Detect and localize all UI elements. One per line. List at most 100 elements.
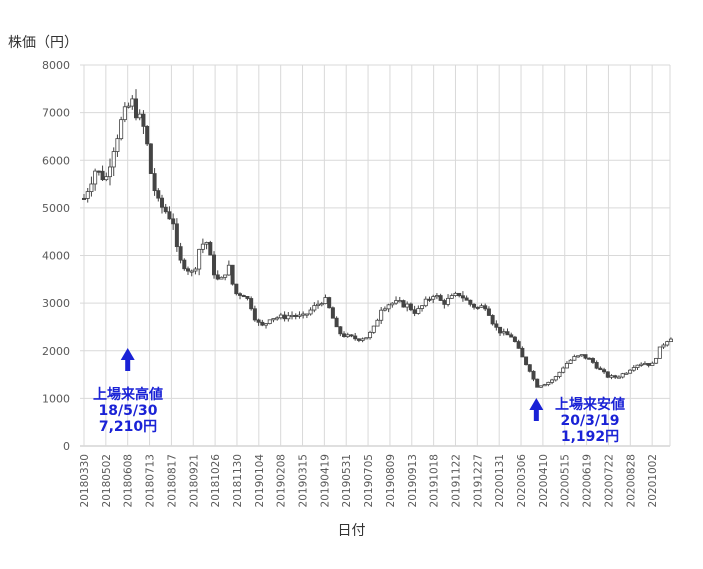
y-tick-label: 4000 [42, 250, 70, 263]
candle-body [100, 170, 105, 181]
candle-body [156, 190, 161, 199]
candle-body [171, 218, 176, 225]
candle-body [330, 307, 335, 319]
x-tick-label: 20200722 [603, 454, 615, 507]
annotation-arrow-shaft [125, 359, 131, 371]
candle-body [349, 334, 354, 337]
candle-body [646, 363, 651, 366]
candle-body [204, 242, 209, 245]
candle-body [479, 305, 484, 308]
annotation-high-title: 上場来高値 [93, 387, 163, 403]
candle-body [598, 367, 603, 371]
candle-body [375, 319, 380, 327]
candle-body [423, 298, 428, 307]
candle-body [472, 303, 477, 308]
candle-body [449, 295, 454, 299]
candle-body [620, 373, 625, 378]
candle-body [609, 375, 614, 378]
candle-body [264, 323, 269, 326]
x-tick-label: 20180330 [79, 454, 91, 507]
candle-body [538, 385, 543, 388]
candle-body [553, 376, 558, 381]
candle-body [401, 300, 406, 308]
candle-body [301, 313, 306, 316]
candle-body [412, 309, 417, 314]
candle-body [223, 274, 228, 278]
candle-body [89, 183, 94, 192]
candle-body [267, 319, 272, 324]
candle-body [334, 317, 339, 328]
x-tick-label: 20190419 [319, 454, 331, 507]
candle-body [516, 341, 521, 349]
x-tick-label: 20190809 [385, 454, 397, 507]
candle-body [583, 354, 588, 359]
candle-body [134, 98, 139, 119]
candle-body [130, 98, 135, 107]
candle-body [613, 375, 618, 378]
x-tick-label: 20180921 [188, 454, 200, 507]
x-tick-label: 20181026 [210, 454, 222, 508]
candle-body [308, 309, 313, 315]
candle-body [535, 378, 540, 388]
x-tick-label: 20180713 [145, 454, 157, 507]
x-tick-label: 20180608 [123, 454, 135, 507]
candle-body [167, 211, 172, 220]
y-tick-label: 7000 [42, 107, 70, 120]
candle-body [605, 371, 610, 378]
x-axis-title: 日付 [337, 523, 366, 539]
candle-body [368, 331, 373, 339]
candle-body [160, 197, 165, 208]
candle-body [145, 125, 150, 145]
candle-body [427, 298, 432, 301]
candle-body [93, 170, 98, 185]
candle-body [182, 259, 187, 270]
candle-body [238, 293, 243, 296]
candle-body [163, 206, 168, 213]
candle-body [356, 338, 361, 341]
candle-body [394, 300, 399, 304]
candle-body [256, 319, 261, 323]
candle-body [501, 331, 506, 334]
candle-body [431, 296, 436, 300]
x-tick-label: 20190104 [254, 454, 266, 508]
candle-body [464, 297, 469, 301]
candle-body [628, 369, 633, 374]
candle-body [468, 299, 473, 305]
x-tick-label: 20200515 [560, 454, 572, 507]
y-tick-label: 1000 [42, 392, 70, 405]
candle-body [442, 300, 447, 305]
annotation-high-price: 7,210円 [98, 419, 158, 435]
candle-body [661, 344, 666, 348]
candle-body [602, 369, 607, 373]
x-tick-label: 20200619 [582, 454, 594, 507]
candle-body [505, 331, 510, 336]
candle-body [546, 381, 551, 385]
candle-body [297, 314, 302, 317]
candle-body [108, 166, 113, 178]
annotation-all-time-low: 上場来安値 20/3/19 1,192円 [540, 397, 640, 445]
candle-body [665, 341, 670, 346]
candle-body [178, 246, 183, 261]
candle-body [531, 370, 536, 380]
candle-body [275, 317, 280, 320]
candle-body [390, 302, 395, 306]
candle-body [327, 297, 332, 309]
candle-body [219, 276, 224, 280]
candle-body [226, 264, 231, 276]
candle-body [208, 242, 213, 256]
annotation-low-price: 1,192円 [560, 429, 620, 445]
y-tick-label: 2000 [42, 345, 70, 358]
annotation-arrow-head [529, 398, 544, 410]
candle-body [323, 297, 328, 304]
candle-body [657, 346, 662, 359]
candle-body [152, 173, 157, 192]
y-axis-title: 株価（円） [8, 35, 78, 51]
x-tick-label: 20190705 [363, 454, 375, 507]
candle-body [260, 321, 265, 326]
candle-body [353, 335, 358, 340]
candle-body [245, 296, 250, 299]
candle-body [397, 300, 402, 303]
candle-body [416, 308, 421, 314]
candle-body [137, 113, 142, 119]
